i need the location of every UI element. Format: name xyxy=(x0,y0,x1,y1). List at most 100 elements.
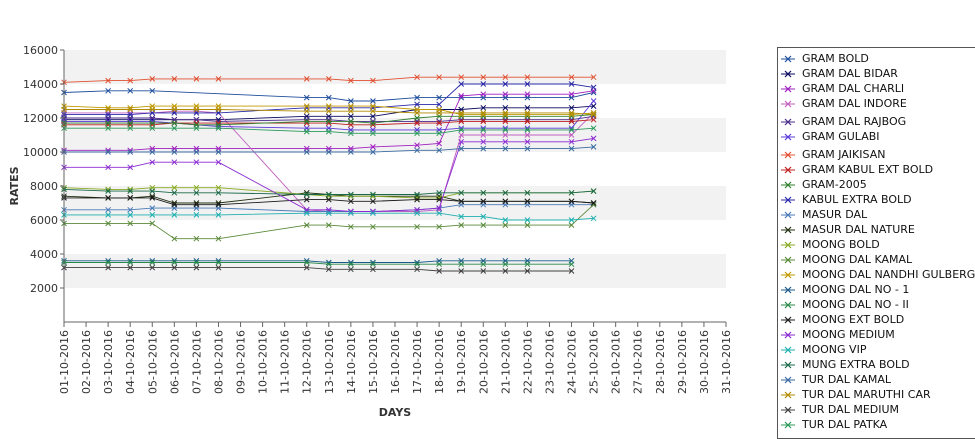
data-point-marker xyxy=(171,125,178,132)
data-point-marker xyxy=(193,106,200,113)
data-point-marker xyxy=(480,138,487,145)
data-point-marker xyxy=(325,118,332,125)
data-point-marker xyxy=(458,118,465,125)
data-point-marker xyxy=(480,74,487,81)
legend-label: MOONG VIP xyxy=(802,343,867,356)
legend-marker-icon xyxy=(781,133,795,141)
legend-marker-icon xyxy=(781,256,795,264)
data-point-marker xyxy=(303,103,310,109)
data-point-marker xyxy=(524,132,531,138)
data-point-marker xyxy=(193,201,200,208)
data-point-marker xyxy=(480,213,487,220)
data-point-marker xyxy=(127,212,134,218)
data-point-marker xyxy=(568,189,575,196)
x-tick-label: 24-10-2016 xyxy=(566,330,579,394)
data-point-marker xyxy=(127,149,134,155)
data-point-marker xyxy=(325,191,332,198)
legend-marker-icon xyxy=(781,271,795,279)
data-point-marker xyxy=(370,198,376,205)
data-point-marker xyxy=(414,223,420,230)
data-point-marker xyxy=(370,144,376,150)
data-point-marker xyxy=(303,108,310,115)
x-tick-label: 08-10-2016 xyxy=(212,330,225,394)
legend-label: GRAM JAIKISAN xyxy=(802,148,886,161)
data-point-marker xyxy=(436,120,442,126)
grid-band xyxy=(64,152,726,186)
data-point-marker xyxy=(370,191,376,198)
data-point-marker xyxy=(105,195,111,201)
legend-marker-icon xyxy=(781,361,795,369)
data-point-marker xyxy=(149,159,156,166)
data-point-marker xyxy=(127,259,134,266)
y-axis-ticks: 2000 4000 6000 8000 10000 12000 14000 16000 xyxy=(23,44,64,295)
data-point-marker xyxy=(590,135,597,142)
data-point-marker xyxy=(568,268,575,274)
legend-label: GRAM DAL BIDAR xyxy=(802,67,898,80)
x-tick-label: 19-10-2016 xyxy=(455,330,468,394)
legend-label: GRAM KABUL EXT BOLD xyxy=(802,163,934,176)
data-point-marker xyxy=(480,198,487,205)
legend-label: MOONG DAL NO - II xyxy=(802,298,909,311)
data-point-marker xyxy=(193,76,200,82)
data-point-marker xyxy=(127,111,134,118)
data-point-marker xyxy=(524,127,531,133)
data-point-marker xyxy=(502,268,509,274)
data-point-marker xyxy=(502,217,509,223)
series xyxy=(61,195,597,208)
x-tick-label: 01-10-2016 xyxy=(58,330,71,394)
data-point-marker xyxy=(325,261,332,268)
data-point-marker xyxy=(458,74,465,81)
series xyxy=(61,144,597,155)
data-point-marker xyxy=(348,261,354,268)
data-point-marker xyxy=(171,120,178,126)
data-point-marker xyxy=(127,220,134,227)
data-point-marker xyxy=(171,189,178,196)
data-point-marker xyxy=(414,130,420,137)
x-tick-label: 21-10-2016 xyxy=(499,330,512,394)
data-point-marker xyxy=(458,261,465,268)
data-point-marker xyxy=(127,206,134,213)
legend-item: MOONG DAL KAMAL xyxy=(778,253,975,267)
data-point-marker xyxy=(303,222,310,228)
x-tick-label: 31-10-2016 xyxy=(720,330,733,394)
data-point-marker xyxy=(590,188,597,194)
x-axis-ticks: 01-10-2016 02-10-2016 03-10-2016 04-10-2016… xyxy=(58,322,733,394)
legend-item: TUR DAL MARUTHI CAR xyxy=(778,388,975,402)
data-point-marker xyxy=(215,235,222,242)
legend-item: GRAM DAL CHARLI xyxy=(778,82,975,96)
data-point-marker xyxy=(105,149,111,155)
series-line xyxy=(63,90,594,102)
data-point-marker xyxy=(303,76,310,82)
data-point-marker xyxy=(458,93,465,99)
x-tick-label: 30-10-2016 xyxy=(698,330,711,394)
data-point-marker xyxy=(325,103,332,109)
x-tick-label: 15-10-2016 xyxy=(367,330,380,394)
data-point-marker xyxy=(480,268,487,274)
data-point-marker xyxy=(458,198,465,205)
legend: GRAM BOLD GRAM DAL BIDAR GRAM DAL CHARLI GR… xyxy=(777,47,975,439)
legend-marker-icon xyxy=(781,241,795,249)
data-point-marker xyxy=(502,81,509,87)
data-point-marker xyxy=(480,145,487,152)
data-point-marker xyxy=(414,191,420,198)
data-point-marker xyxy=(480,127,487,133)
legend-label: MOONG DAL NO - 1 xyxy=(802,283,910,296)
data-point-marker xyxy=(436,130,442,137)
data-point-marker xyxy=(436,261,442,268)
data-point-marker xyxy=(149,125,156,132)
data-point-marker xyxy=(436,147,442,154)
x-tick-label: 07-10-2016 xyxy=(190,330,203,394)
data-point-marker xyxy=(127,164,134,171)
data-point-marker xyxy=(436,196,442,203)
data-point-marker xyxy=(348,103,354,109)
legend-label: TUR DAL MARUTHI CAR xyxy=(802,388,931,401)
legend-marker-icon xyxy=(781,286,795,294)
data-point-marker xyxy=(325,76,332,82)
data-point-marker xyxy=(171,264,178,271)
data-point-marker xyxy=(414,210,420,217)
legend-item: GRAM KABUL EXT BOLD xyxy=(778,163,975,177)
legend-marker-icon xyxy=(781,151,795,159)
legend-item: GRAM-2005 xyxy=(778,178,975,192)
x-tick-label: 05-10-2016 xyxy=(146,330,159,394)
legend-item: MOONG BOLD xyxy=(778,238,975,252)
